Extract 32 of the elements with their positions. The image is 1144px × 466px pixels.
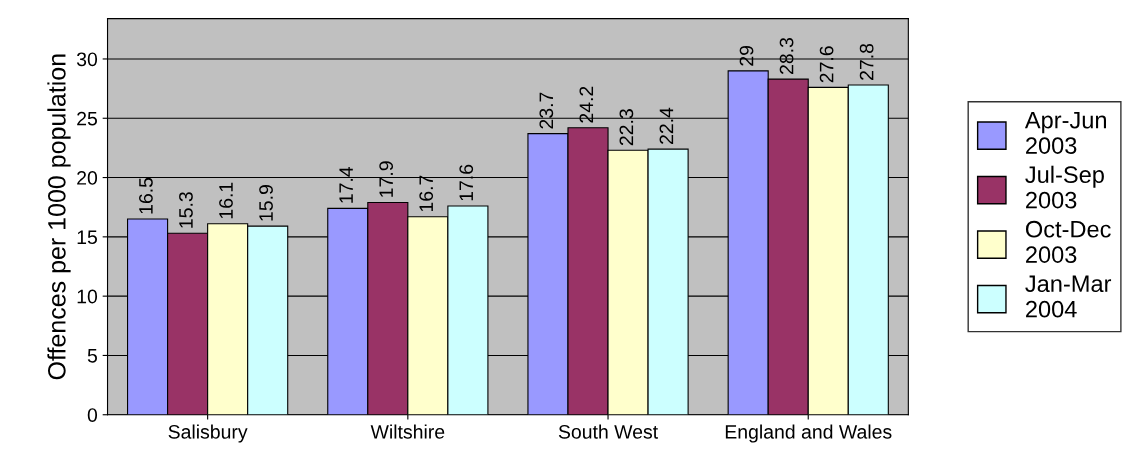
data-label: 23.7 [539,92,554,129]
y-tick-label: 0 [87,408,98,422]
data-label: 15.3 [179,192,193,228]
data-label: 17.9 [379,161,394,197]
data-label: 16.5 [139,177,153,214]
x-tick-label: England and Wales [725,424,892,443]
data-label: 17.6 [459,164,474,201]
y-axis-title: Offences per 1000 population [47,54,71,380]
data-label: 27.8 [859,43,874,80]
y-tick-label: 20 [77,171,98,185]
y-tick-label: 25 [77,111,97,126]
legend-label: Jul-Sep 2003 [1025,165,1104,209]
legend-label: Apr-Jun 2003 [1024,112,1106,154]
y-tick-label: 15 [77,230,97,245]
data-label: 24.2 [579,86,594,123]
x-tick-label: Salisbury [168,424,248,443]
data-label: 15.9 [259,185,273,221]
data-label: 28.3 [779,37,794,74]
data-label: 22.4 [659,107,674,144]
y-tick-label: 5 [87,349,97,363]
data-label: 16.1 [219,182,233,219]
data-label: 17.4 [339,166,353,203]
y-tick-label: 30 [76,52,98,67]
legend-label: Jan-Mar 2004 [1025,275,1112,318]
data-label: 22.3 [619,109,634,146]
legend-label: Oct-Dec 2003 [1025,220,1111,264]
data-label: 16.7 [419,175,434,212]
x-tick-label: South West [558,424,658,439]
x-tick-label: Wiltshire [370,424,445,439]
data-label: 27.6 [819,46,834,83]
y-tick-label: 10 [77,289,98,304]
data-label: 29 [739,45,754,66]
